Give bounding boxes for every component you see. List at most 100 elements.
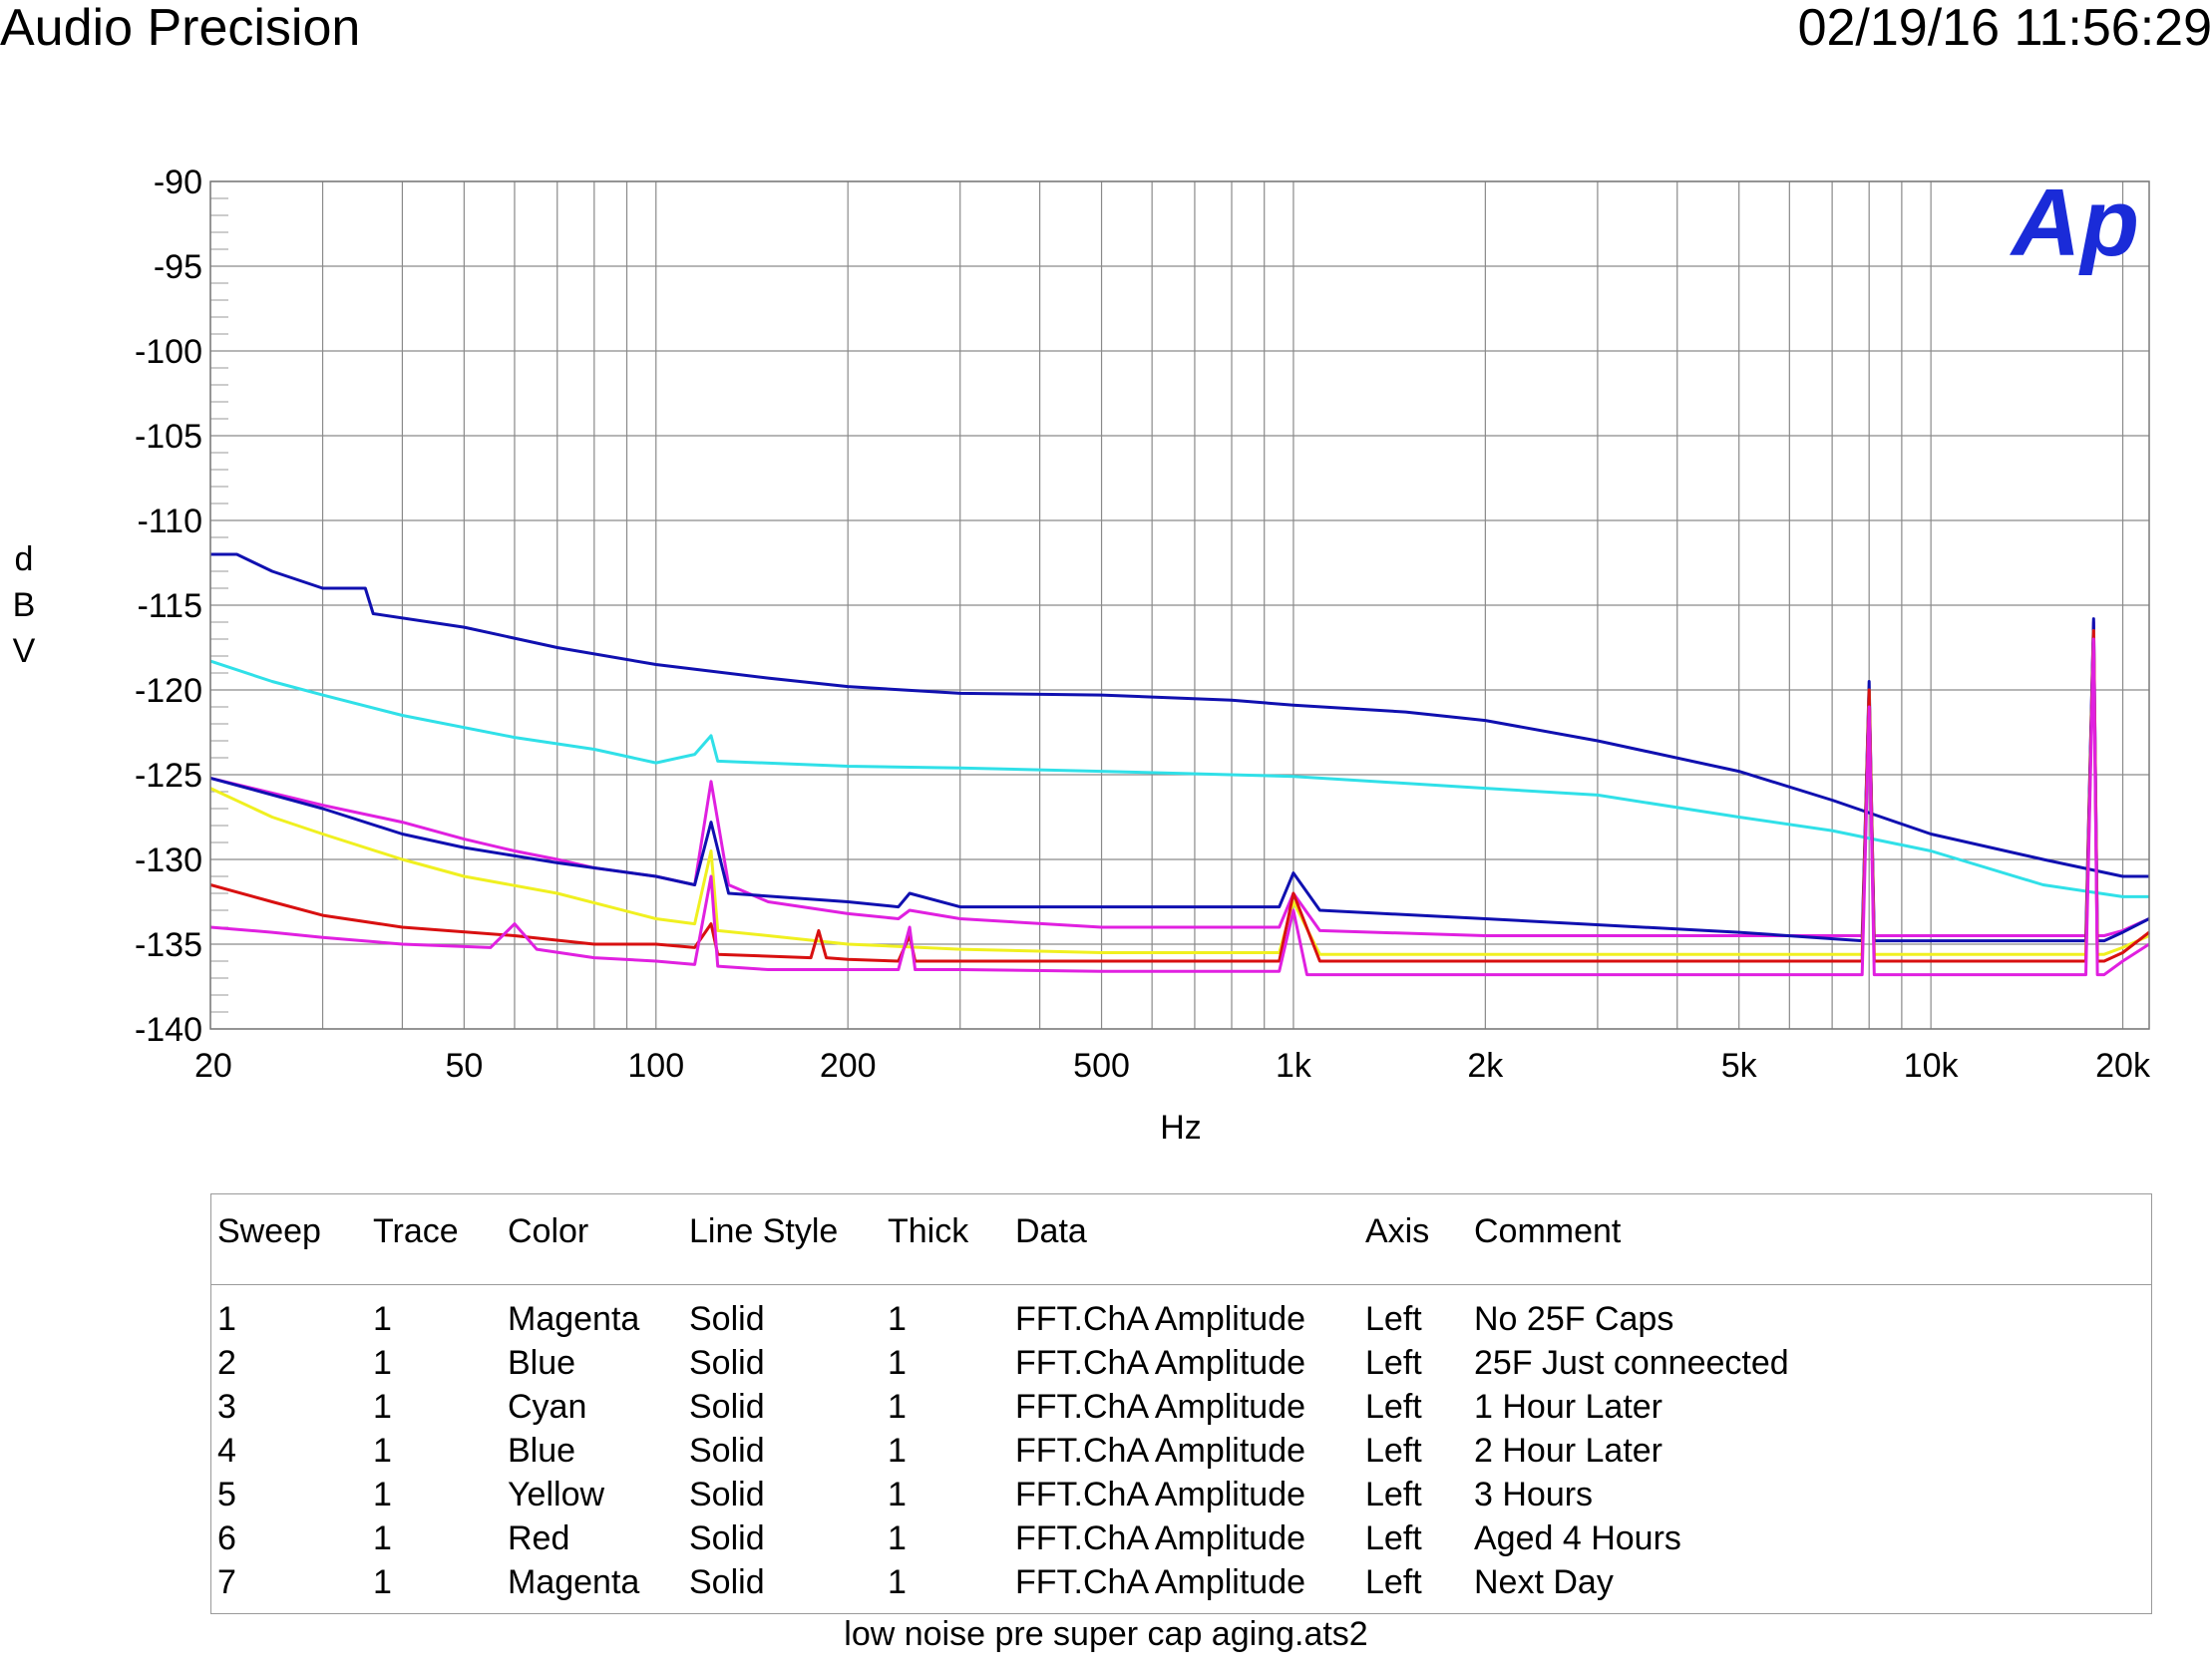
legend-cell: Red bbox=[508, 1519, 570, 1557]
legend-cell: 1 bbox=[888, 1388, 907, 1426]
legend-cell: FFT.ChA Amplitude bbox=[1015, 1519, 1306, 1557]
legend-cell: 25F Just conneected bbox=[1474, 1344, 1789, 1382]
legend-cell: Cyan bbox=[508, 1388, 587, 1426]
legend-cell: Left bbox=[1365, 1519, 1422, 1557]
legend-cell: FFT.ChA Amplitude bbox=[1015, 1432, 1306, 1470]
y-tick-label: -110 bbox=[137, 503, 202, 540]
y-tick-label: -105 bbox=[135, 418, 202, 456]
legend-header-row: Sweep Trace Color Line Style Thick Data Axis Co… bbox=[211, 1212, 2151, 1256]
legend-column-header: Line Style bbox=[689, 1212, 839, 1250]
x-tick-label: 1k bbox=[1276, 1047, 1312, 1085]
timestamp: 02/19/16 11:56:29 bbox=[1797, 0, 2212, 57]
legend-cell: 1 Hour Later bbox=[1474, 1388, 1662, 1426]
legend-cell: Solid bbox=[689, 1388, 765, 1426]
legend-cell: FFT.ChA Amplitude bbox=[1015, 1344, 1306, 1382]
legend-divider bbox=[211, 1284, 2151, 1285]
series-line-4 bbox=[209, 617, 2150, 943]
legend-cell: Solid bbox=[689, 1563, 765, 1601]
series-line-3 bbox=[209, 659, 2149, 898]
legend-cell: Left bbox=[1365, 1563, 1422, 1601]
plot-frame bbox=[209, 180, 2150, 1030]
x-tick-label: 5k bbox=[1721, 1047, 1758, 1085]
legend-cell: 1 bbox=[373, 1432, 392, 1470]
legend-column-header: Sweep bbox=[217, 1212, 321, 1250]
legend-column-header: Data bbox=[1015, 1212, 1087, 1250]
x-tick-label: 100 bbox=[627, 1047, 684, 1085]
y-tick-labels: -90 -95 -100 -105 -110 -115 -120 -125 -130 -135 -1… bbox=[135, 164, 202, 1049]
x-tick-label: 20 bbox=[194, 1047, 232, 1085]
legend-cell: 1 bbox=[217, 1300, 236, 1338]
y-tick-label: -90 bbox=[154, 164, 202, 201]
legend-cell: 5 bbox=[217, 1476, 236, 1513]
legend-row: 3 1 Cyan Solid 1 FFT.ChA Amplitude Left 1 Hour … bbox=[211, 1388, 2151, 1432]
series-line-1 bbox=[209, 620, 2150, 937]
legend-cell: 1 bbox=[888, 1432, 907, 1470]
series-line-2 bbox=[210, 552, 2149, 878]
fft-amplitude-chart: -90 -95 -100 -105 -110 -115 -120 -125 -130 -135 -1… bbox=[13, 164, 2151, 1147]
legend-cell: 1 bbox=[888, 1300, 907, 1338]
y-tick-label: -115 bbox=[137, 587, 202, 625]
y-axis-label-char: d bbox=[15, 540, 34, 578]
legend-cell: Left bbox=[1365, 1300, 1422, 1338]
x-tick-label: 2k bbox=[1467, 1047, 1504, 1085]
y-axis-label-char: B bbox=[13, 586, 36, 624]
legend-cell: Next Day bbox=[1474, 1563, 1614, 1601]
y-tick-label: -130 bbox=[135, 841, 202, 879]
legend-column-header: Color bbox=[508, 1212, 589, 1250]
legend-cell: Solid bbox=[689, 1432, 765, 1470]
x-tick-label: 50 bbox=[445, 1047, 483, 1085]
legend-column-header: Thick bbox=[888, 1212, 969, 1250]
x-axis-label: Hz bbox=[1160, 1109, 1202, 1147]
series-line-7 bbox=[209, 637, 2150, 977]
x-tick-labels: 20 50 100 200 500 1k 2k 5k 10k 20k bbox=[194, 1047, 2151, 1085]
legend-cell: 1 bbox=[373, 1388, 392, 1426]
legend-table: Sweep Trace Color Line Style Thick Data Axis Co… bbox=[210, 1193, 2152, 1614]
legend-cell: Yellow bbox=[508, 1476, 605, 1513]
legend-cell: 1 bbox=[888, 1563, 907, 1601]
legend-cell: FFT.ChA Amplitude bbox=[1015, 1563, 1306, 1601]
x-tick-label: 10k bbox=[1904, 1047, 1960, 1085]
ap-logo: Ap bbox=[2010, 169, 2139, 276]
series-line-6 bbox=[209, 629, 2150, 963]
legend-cell: FFT.ChA Amplitude bbox=[1015, 1388, 1306, 1426]
legend-cell: 7 bbox=[217, 1563, 236, 1601]
legend-cell: No 25F Caps bbox=[1474, 1300, 1674, 1338]
y-tick-label: -135 bbox=[135, 926, 202, 964]
legend-cell: 3 Hours bbox=[1474, 1476, 1594, 1513]
legend-column-header: Axis bbox=[1365, 1212, 1430, 1250]
legend-row: 4 1 Blue Solid 1 FFT.ChA Amplitude Left 2 Hour … bbox=[211, 1432, 2151, 1476]
legend-cell: 1 bbox=[373, 1344, 392, 1382]
y-axis-label: dBV bbox=[13, 540, 36, 670]
y-tick-label: -95 bbox=[154, 248, 202, 286]
legend-cell: 1 bbox=[888, 1519, 907, 1557]
legend-cell: Left bbox=[1365, 1476, 1422, 1513]
legend-cell: 1 bbox=[373, 1300, 392, 1338]
legend-cell: Solid bbox=[689, 1300, 765, 1338]
legend-cell: 4 bbox=[217, 1432, 236, 1470]
file-name: low noise pre super cap aging.ats2 bbox=[844, 1615, 1368, 1653]
y-tick-label: -100 bbox=[135, 333, 202, 371]
legend-column-header: Trace bbox=[373, 1212, 459, 1250]
y-tick-label: -125 bbox=[135, 757, 202, 795]
legend-cell: Left bbox=[1365, 1344, 1422, 1382]
legend-column-header: Comment bbox=[1474, 1212, 1622, 1250]
legend-cell: 1 bbox=[888, 1476, 907, 1513]
legend-cell: Left bbox=[1365, 1388, 1422, 1426]
legend-cell: 1 bbox=[373, 1476, 392, 1513]
legend-cell: Blue bbox=[508, 1344, 576, 1382]
legend-cell: FFT.ChA Amplitude bbox=[1015, 1476, 1306, 1513]
legend-cell: 2 bbox=[217, 1344, 236, 1382]
x-tick-label: 20k bbox=[2095, 1047, 2151, 1085]
legend-cell: 1 bbox=[373, 1563, 392, 1601]
x-tick-label: 200 bbox=[820, 1047, 877, 1085]
series-lines bbox=[209, 552, 2150, 977]
legend-cell: Magenta bbox=[508, 1300, 640, 1338]
legend-row: 7 1 Magenta Solid 1 FFT.ChA Amplitude Left Next… bbox=[211, 1563, 2151, 1607]
legend-row: 6 1 Red Solid 1 FFT.ChA Amplitude Left Aged 4 H… bbox=[211, 1519, 2151, 1563]
legend-cell: FFT.ChA Amplitude bbox=[1015, 1300, 1306, 1338]
legend-cell: 6 bbox=[217, 1519, 236, 1557]
legend-cell: 1 bbox=[888, 1344, 907, 1382]
legend-cell: 1 bbox=[373, 1519, 392, 1557]
legend-cell: 3 bbox=[217, 1388, 236, 1426]
legend-cell: Aged 4 Hours bbox=[1474, 1519, 1681, 1557]
